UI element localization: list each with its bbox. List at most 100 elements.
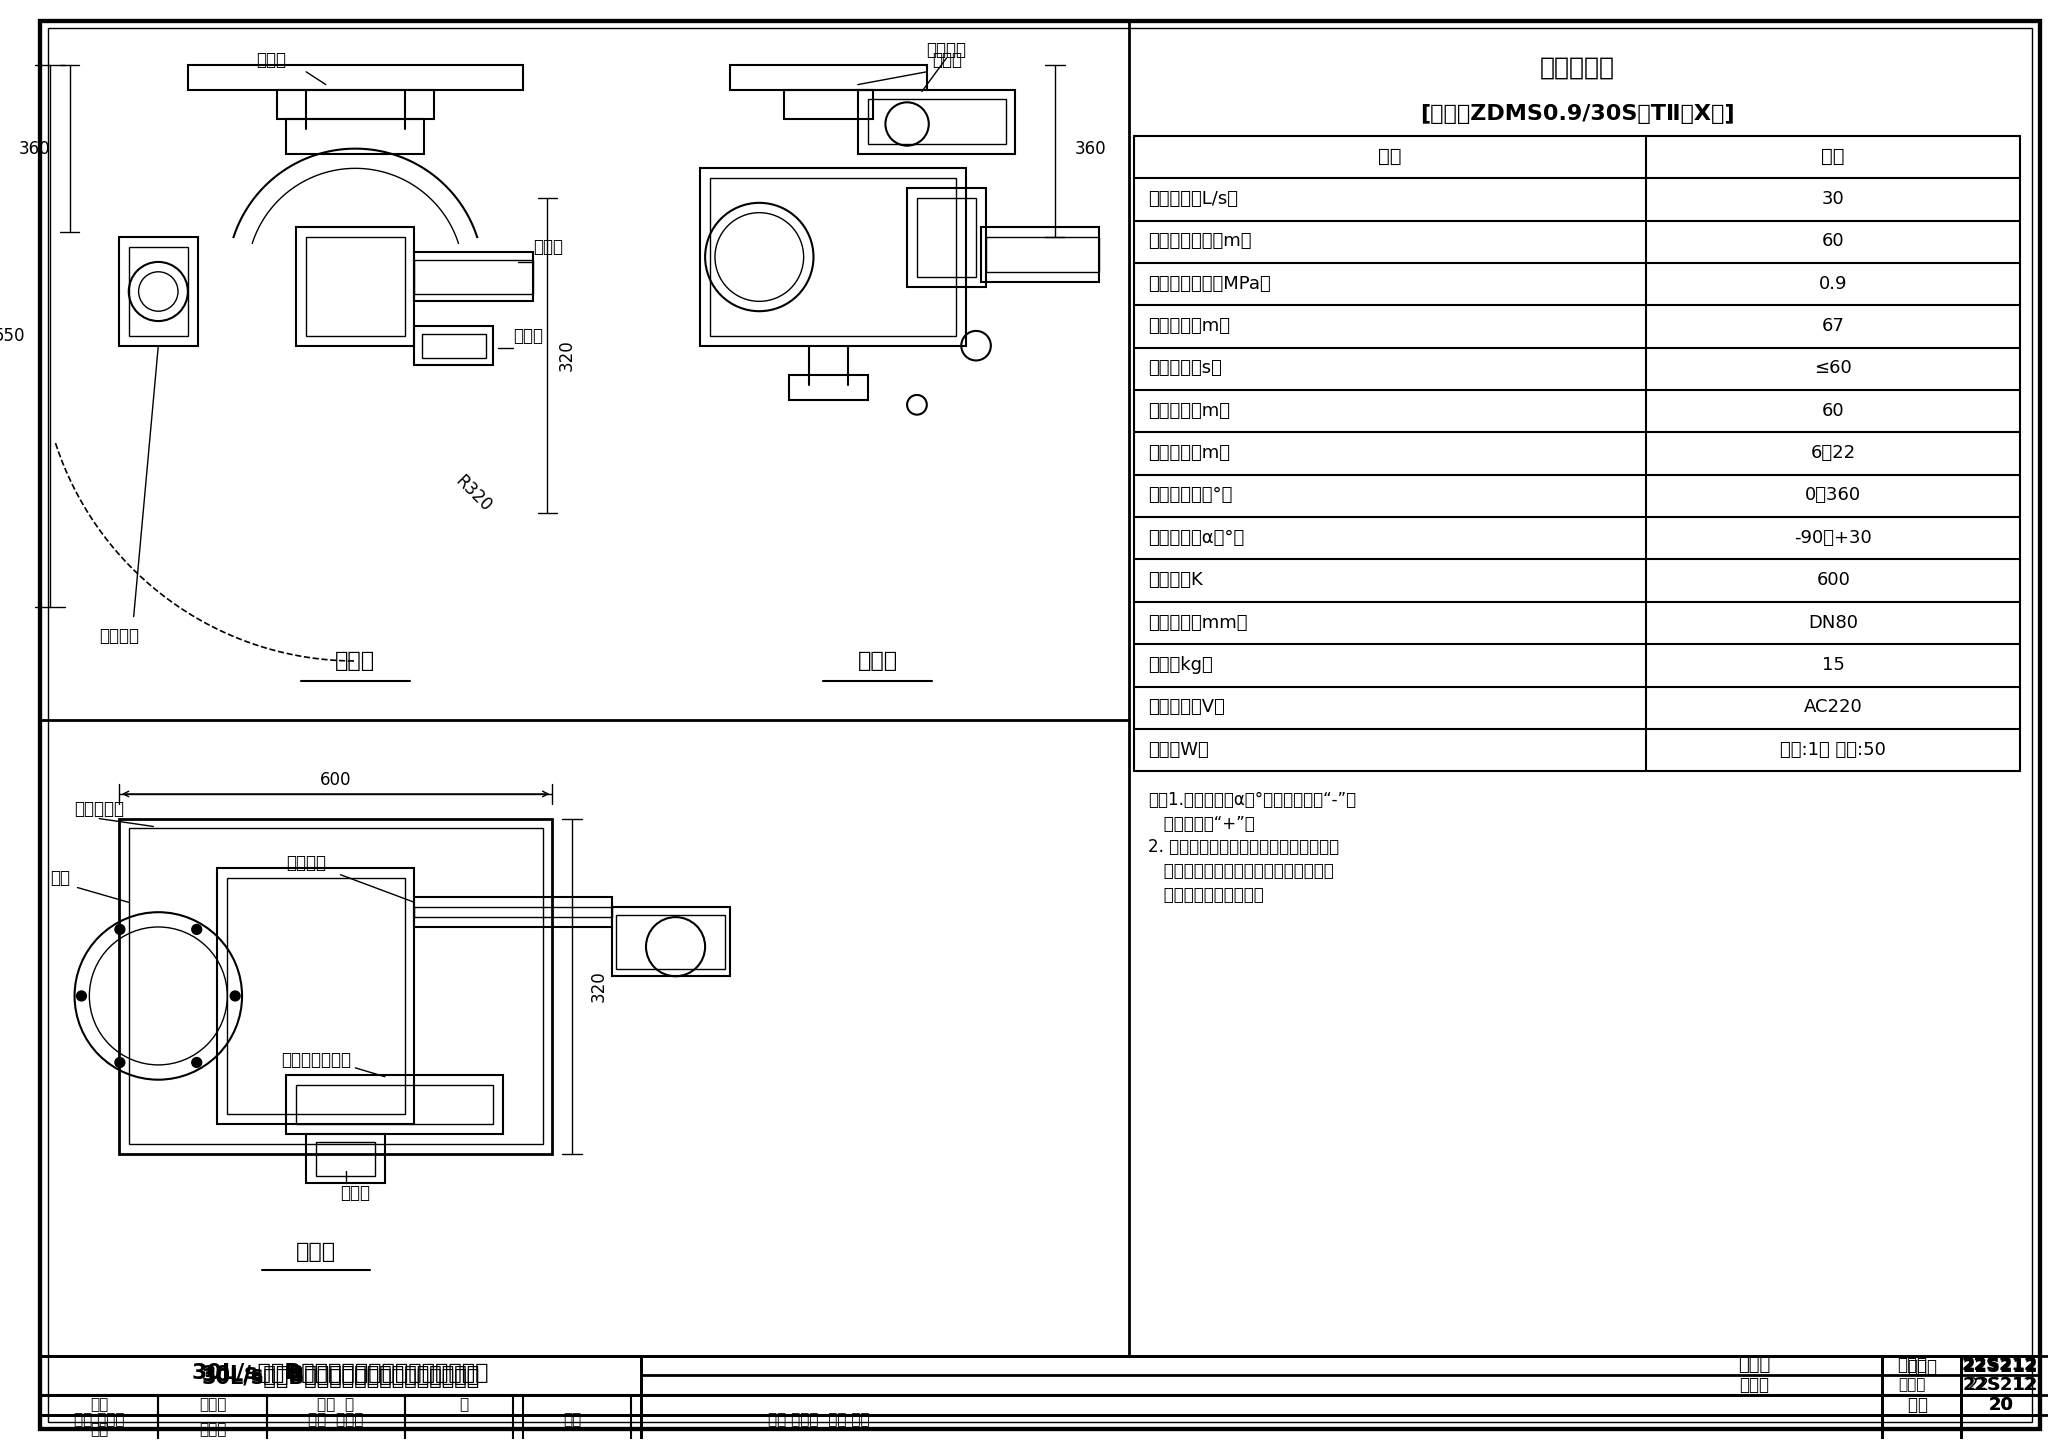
Text: 进水管: 进水管: [256, 51, 287, 70]
Text: 俯视图: 俯视图: [295, 1243, 336, 1261]
Bar: [227, 877, 406, 1114]
Text: 图集号: 图集号: [1907, 1359, 1937, 1376]
Text: 摄像头: 摄像头: [512, 326, 543, 345]
Text: 30L/s下垂B型自动消防炮外形尺寸及参数表: 30L/s下垂B型自动消防炮外形尺寸及参数表: [201, 1369, 479, 1388]
Text: [型号：ZDMS0.9/30S（TⅡ、X）]: [型号：ZDMS0.9/30S（TⅡ、X）]: [1419, 104, 1735, 125]
Text: 校对  张　奥: 校对 张 奥: [307, 1412, 362, 1427]
Bar: [305, 238, 406, 336]
Text: 600: 600: [319, 771, 352, 789]
Circle shape: [193, 1057, 201, 1067]
Text: 俰仰回转角α（°）: 俰仰回转角α（°）: [1149, 529, 1245, 547]
Bar: [129, 828, 543, 1144]
Bar: [297, 228, 414, 345]
Text: 射流半径（m）: 射流半径（m）: [1149, 318, 1231, 335]
Text: 图集号: 图集号: [1898, 1378, 1925, 1392]
Bar: [868, 100, 1006, 144]
Text: 图集号: 图集号: [1739, 1356, 1772, 1375]
Text: 奥: 奥: [459, 1398, 469, 1412]
Bar: [788, 376, 868, 400]
Text: 20: 20: [1989, 1396, 2013, 1414]
Bar: [287, 119, 424, 154]
Circle shape: [229, 990, 240, 1000]
Circle shape: [76, 990, 86, 1000]
Text: 平射和向下方射对进行瞄准灭火，而不: 平射和向下方射对进行瞄准灭火，而不: [1149, 861, 1333, 880]
Text: 360: 360: [18, 139, 49, 158]
Text: 60: 60: [1823, 232, 1845, 251]
Text: 能做到仰射瞄准火源。: 能做到仰射瞄准火源。: [1149, 886, 1264, 903]
Bar: [276, 90, 434, 119]
Text: 页: 页: [1907, 1396, 1917, 1414]
Text: 电机电压（V）: 电机电压（V）: [1149, 699, 1225, 716]
Text: 审核: 审核: [90, 1422, 109, 1437]
Text: 15: 15: [1823, 655, 1845, 674]
Text: 电动推杆: 电动推杆: [287, 854, 326, 871]
Bar: [414, 908, 612, 916]
Text: 页: 页: [1917, 1396, 1927, 1414]
Circle shape: [193, 925, 201, 934]
Text: 绘典: 绘典: [563, 1412, 582, 1427]
Bar: [858, 90, 1016, 154]
Text: 监视:1； 扫描:50: 监视:1； 扫描:50: [1780, 741, 1886, 758]
Text: 正视图: 正视图: [336, 651, 375, 671]
Text: 水平垂直探测器: 水平垂直探测器: [281, 1051, 350, 1069]
Text: 22S212: 22S212: [1962, 1376, 2038, 1393]
Text: 接口尺寸（mm）: 接口尺寸（mm）: [1149, 613, 1247, 632]
Text: 0～360: 0～360: [1804, 486, 1862, 505]
Text: DN80: DN80: [1808, 613, 1858, 632]
Text: 审核 张立成: 审核 张立成: [74, 1412, 125, 1427]
Circle shape: [115, 925, 125, 934]
Text: 0.9: 0.9: [1819, 274, 1847, 293]
Text: 30L/s下垂B型自动消防炮外形尺寸及参数表: 30L/s下垂B型自动消防炮外形尺寸及参数表: [201, 1366, 479, 1385]
Text: 注：1.俰仰回转角α（°）为俰角时为“-”，: 注：1.俰仰回转角α（°）为俰角时为“-”，: [1149, 792, 1356, 809]
Bar: [119, 819, 553, 1154]
Text: 校对  张: 校对 张: [317, 1398, 354, 1412]
Text: 出水口: 出水口: [532, 238, 563, 257]
Bar: [119, 238, 199, 345]
Bar: [315, 1141, 375, 1176]
Text: 流量系数K: 流量系数K: [1149, 571, 1204, 589]
Text: AC220: AC220: [1804, 699, 1862, 716]
Text: 审核: 审核: [90, 1398, 109, 1412]
Bar: [918, 197, 977, 277]
Text: 张立成: 张立成: [199, 1422, 225, 1437]
Text: 水平电机: 水平电机: [926, 41, 967, 59]
Bar: [297, 1085, 494, 1124]
Text: 20: 20: [1989, 1396, 2013, 1414]
Text: 22S212: 22S212: [1962, 1356, 2038, 1375]
Bar: [217, 869, 414, 1124]
Bar: [729, 65, 928, 90]
Text: 监控半径（m）: 监控半径（m）: [1149, 402, 1231, 419]
Text: 定位时间（s）: 定位时间（s）: [1149, 360, 1223, 377]
Text: 项目: 项目: [1378, 146, 1401, 165]
Text: 摄像头: 摄像头: [340, 1185, 371, 1202]
Text: 装置参数表: 装置参数表: [1540, 55, 1614, 80]
Text: 30: 30: [1823, 190, 1845, 207]
Bar: [985, 238, 1100, 271]
Text: 张立成: 张立成: [199, 1398, 225, 1412]
Text: 6～22: 6～22: [1810, 444, 1855, 463]
Bar: [414, 260, 532, 294]
Text: 67: 67: [1823, 318, 1845, 335]
Bar: [287, 1074, 504, 1134]
Text: 360: 360: [1075, 139, 1106, 158]
Text: 垂直电机: 垂直电机: [98, 628, 139, 645]
Text: 60: 60: [1823, 402, 1845, 419]
Text: 550: 550: [0, 326, 25, 345]
Bar: [414, 898, 612, 927]
Bar: [414, 252, 532, 302]
Text: R320: R320: [453, 471, 496, 515]
Text: 22S212: 22S212: [1966, 1376, 2036, 1393]
Text: 额定工作压力（MPa）: 额定工作压力（MPa）: [1149, 274, 1272, 293]
Text: 安装高度（m）: 安装高度（m）: [1149, 444, 1231, 463]
Text: 功率（W）: 功率（W）: [1149, 741, 1208, 758]
Text: 额定流量（L/s）: 额定流量（L/s）: [1149, 190, 1239, 207]
Text: 水平回转角（°）: 水平回转角（°）: [1149, 486, 1233, 505]
Text: 侧视图: 侧视图: [858, 651, 897, 671]
Circle shape: [115, 1057, 125, 1067]
Bar: [784, 90, 872, 119]
Text: 320: 320: [559, 339, 575, 371]
Text: 机载控制器: 机载控制器: [74, 800, 125, 818]
Text: 2. 自动消防炮在系统自动状态下，只能以: 2. 自动消防炮在系统自动状态下，只能以: [1149, 838, 1339, 857]
Bar: [422, 334, 485, 358]
Text: 600: 600: [1817, 571, 1849, 589]
